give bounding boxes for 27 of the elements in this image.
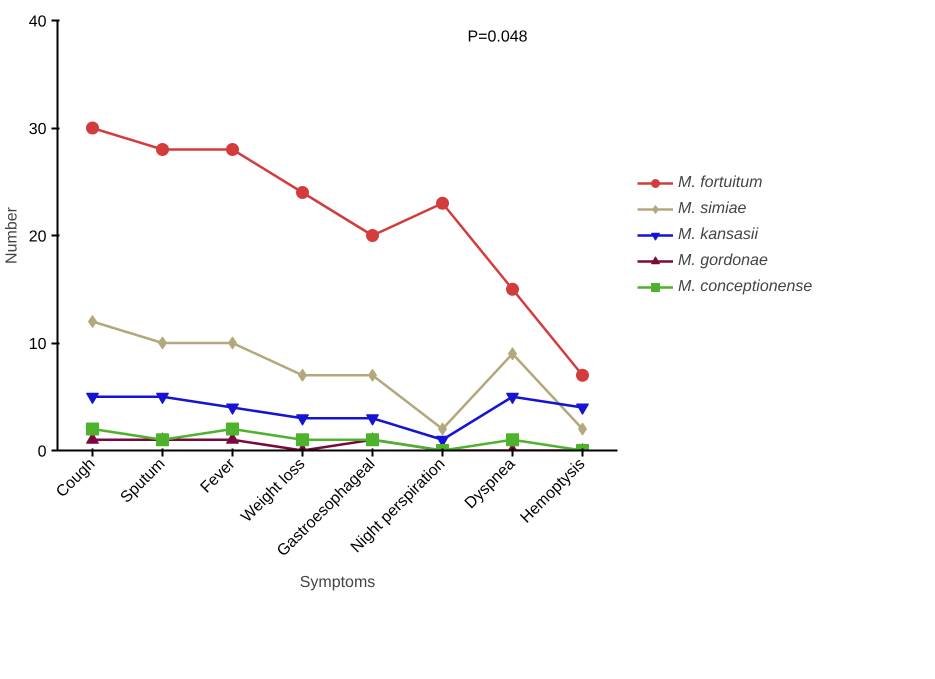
legend-label: M. fortuitum — [678, 174, 762, 192]
y-tick-label: 10 — [28, 336, 47, 353]
point — [226, 422, 239, 436]
legend-label: M. simiae — [678, 200, 746, 218]
point — [86, 422, 99, 436]
point — [366, 433, 379, 446]
annotation: P=0.048 — [467, 28, 528, 46]
point — [506, 282, 519, 296]
point — [366, 229, 379, 242]
y-tick-label: 0 — [38, 444, 47, 460]
legend-label: M. gordonae — [678, 252, 768, 270]
point — [226, 143, 239, 156]
y-tick-label: 40 — [28, 14, 47, 30]
point — [296, 433, 309, 446]
x-axis-title: Symptoms — [300, 574, 376, 591]
point — [296, 186, 309, 199]
point — [156, 433, 169, 446]
legend-label: M. conceptionense — [678, 278, 812, 296]
y-tick-label: 30 — [28, 121, 47, 138]
point — [156, 143, 169, 156]
point — [86, 122, 99, 134]
legend-label: M. kansasii — [678, 226, 758, 244]
point — [576, 368, 589, 382]
y-tick-label: 20 — [28, 228, 47, 246]
point — [436, 196, 449, 210]
point — [506, 433, 519, 446]
y-axis-title: Number — [4, 206, 21, 264]
